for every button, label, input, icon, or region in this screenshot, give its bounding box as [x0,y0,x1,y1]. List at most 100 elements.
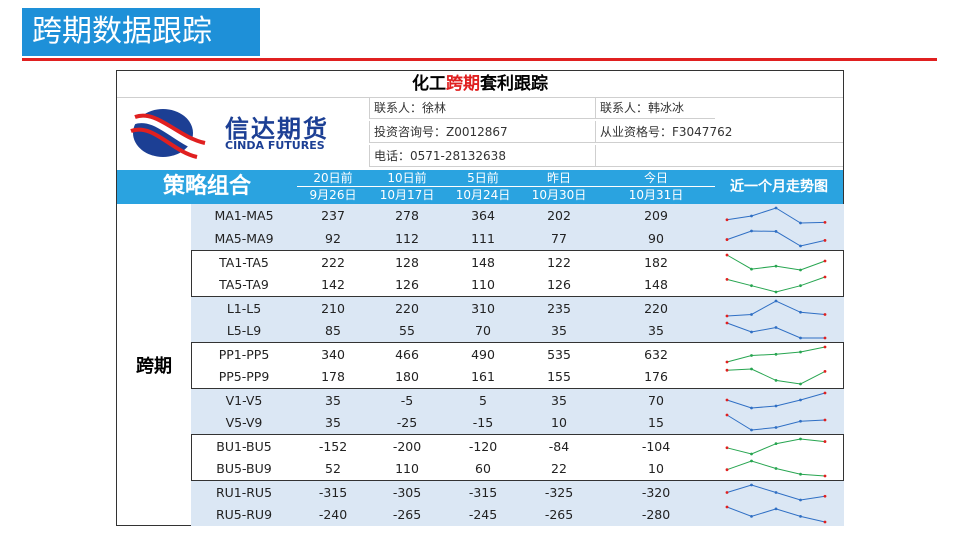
sparkline-point [750,406,753,410]
spread-value: 235 [547,301,571,316]
sparkline-point [823,520,827,524]
sparkline-path [726,230,826,247]
sparkline-point [725,468,729,472]
spread-value: 90 [648,231,664,246]
spread-value: 92 [325,231,341,246]
sparkline-point [725,321,729,325]
sparkline-path [726,438,826,455]
title-suffix: 套利跟踪 [480,74,548,94]
spread-value: 535 [547,347,571,362]
spread-value: -15 [472,415,494,430]
sparkline-point [750,459,753,463]
spread-name: PP5-PP9 [218,369,270,384]
sparkline-point [799,244,802,248]
spread-value: 70 [648,393,664,408]
sparkline-point [774,467,778,470]
col-header-3-top: 5日前 [445,170,521,187]
spread-value: 632 [644,347,668,362]
sparkline-point [725,253,729,257]
spread-value: 5 [479,393,487,408]
sparkline-point [725,413,729,417]
spread-value: -305 [392,485,422,500]
spread-name: PP1-PP5 [218,347,270,362]
sheet-title: 化工跨期套利跟踪 [117,71,843,98]
license-number: 从业资格号：F3047762 [595,121,843,143]
spread-value: 364 [471,208,495,223]
sparkline-point [799,437,802,441]
spread-value: -120 [468,439,498,454]
trend-sparkline [725,206,827,225]
trend-sparkline [725,345,827,364]
spread-value: 55 [399,323,415,338]
spread-value: 340 [321,347,345,362]
spread-value: 161 [471,369,495,384]
spread-name: MA1-MA5 [214,208,274,223]
col-header-2: 10日前 10月17日 [369,170,445,204]
sparkline-path [726,254,826,271]
combo-header: 策略组合 [162,174,251,199]
spread-name: TA1-TA5 [219,255,269,270]
sparkline-point [725,398,729,402]
sparkline-point [725,446,729,450]
sparkline-point [823,313,827,316]
trend-header: 近一个月走势图 [730,179,828,195]
spread-value: 310 [471,301,495,316]
trend-sparkline [725,253,827,272]
page-heading: 跨期数据跟踪 [22,8,260,56]
sparkline-point [725,238,729,241]
title-highlight: 跨期 [446,74,480,94]
sparkline-point [799,398,802,402]
col-header-1: 20日前 9月26日 [297,170,369,204]
trend-sparkline [725,437,827,456]
spread-value: 126 [395,277,419,292]
spread-value: 77 [551,231,567,246]
sparkline-point [750,229,753,233]
header-divider [22,58,937,61]
spread-value: -104 [641,439,671,454]
sparkline-point [774,264,778,268]
spread-value: 110 [395,461,419,476]
table-row: V5-V9 35 -25 -15 10 15 [191,411,844,434]
spread-value: 209 [644,208,668,223]
table-row: BU1-BU5 -152 -200 -120 -84 -104 [191,434,844,458]
brand-name-en: CINDA FUTURES [225,139,325,152]
col-header-3: 5日前 10月24日 [445,170,521,204]
spread-name: RU1-RU5 [215,485,273,500]
spread-value: 202 [547,208,571,223]
sparkline-point [750,483,753,487]
sparkline-point [799,284,802,288]
spread-value: 35 [325,393,341,408]
cinda-emblem-icon [130,109,206,159]
phone-number: 电话：0571-28132638 [369,145,595,167]
trend-sparkline [725,505,827,524]
spread-value: 85 [325,323,341,338]
group-label: 跨期 [117,204,192,526]
spread-name: MA5-MA9 [214,231,274,246]
trend-sparkline [725,413,827,432]
spread-value: -240 [318,507,348,522]
spread-value: -84 [548,439,570,454]
spread-value: -315 [468,485,498,500]
spread-value: 35 [551,323,567,338]
brand-name-cn: 信达期货 [225,115,329,143]
sparkline-path [726,300,826,317]
trend-sparkline [725,483,827,502]
col-header-4-top: 昨日 [521,170,597,187]
sparkline-point [750,514,753,518]
sparkline-point [750,354,753,357]
spread-value: 178 [321,369,345,384]
spread-name: L1-L5 [226,301,262,316]
sparkline-path [726,276,826,293]
spread-name: RU5-RU9 [215,507,273,522]
spread-value: -265 [544,507,574,522]
spread-value: 112 [395,231,419,246]
spread-value: 10 [551,415,567,430]
spread-name: TA5-TA9 [219,277,269,292]
spread-value: 180 [395,369,419,384]
table-row: TA1-TA5 222 128 148 122 182 [191,250,844,274]
spread-value: 148 [471,255,495,270]
sparkline-point [774,404,778,408]
sparkline-point [823,440,827,443]
table-row: L1-L5 210 220 310 235 220 [191,296,844,320]
trend-sparkline [725,229,827,248]
